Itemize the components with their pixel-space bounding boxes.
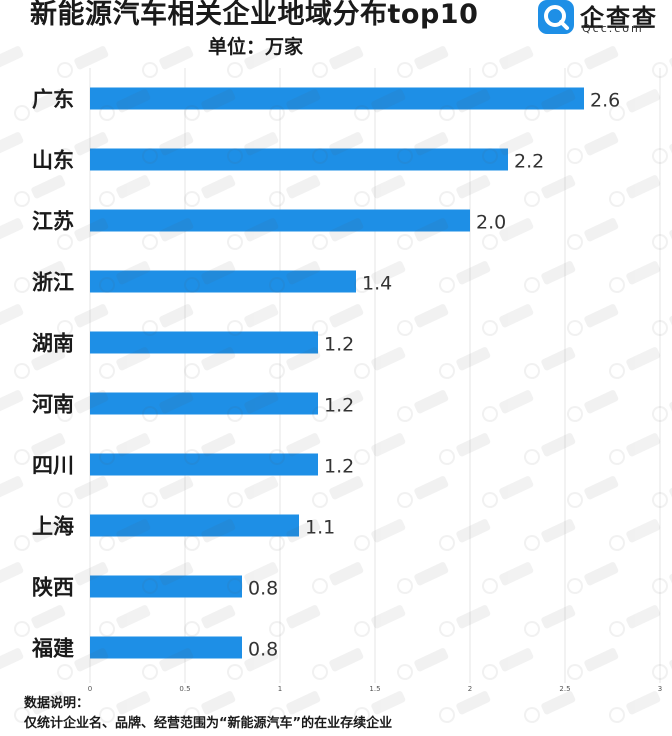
value-label: 2.6 xyxy=(590,90,620,112)
category-label: 四川 xyxy=(32,454,74,478)
bar xyxy=(90,209,470,232)
bar xyxy=(90,575,242,598)
brand-name: 企查查 xyxy=(580,4,658,32)
value-label: 1.4 xyxy=(362,273,392,295)
x-tick-label: 1.5 xyxy=(369,685,380,693)
category-label: 山东 xyxy=(32,149,74,173)
x-tick-label: 0.5 xyxy=(179,685,190,693)
category-label: 湖南 xyxy=(32,332,74,356)
bar xyxy=(90,453,318,476)
category-label: 河南 xyxy=(32,393,74,417)
bar xyxy=(90,270,356,293)
chart-subtitle: 单位：万家 xyxy=(208,36,304,58)
category-label: 福建 xyxy=(31,637,74,661)
data-note: 数据说明： 仅统计企业名、品牌、经营范围为“新能源汽车”的在业存续企业 xyxy=(24,694,392,734)
brand-domain: Qcc.com xyxy=(582,22,644,35)
value-label: 2.0 xyxy=(476,212,506,234)
value-label: 0.8 xyxy=(248,578,278,600)
value-label: 0.8 xyxy=(248,639,278,661)
value-label: 2.2 xyxy=(514,151,544,173)
x-tick-label: 0 xyxy=(88,685,92,693)
value-label: 1.2 xyxy=(324,395,354,417)
value-label: 1.2 xyxy=(324,456,354,478)
data-note-title: 数据说明： xyxy=(24,696,90,711)
x-tick-label: 2.5 xyxy=(559,685,570,693)
category-label: 陕西 xyxy=(32,576,74,600)
x-tick-label: 2 xyxy=(468,685,472,693)
bar xyxy=(90,636,242,659)
qcc-logo-icon xyxy=(538,0,574,34)
category-label: 江苏 xyxy=(32,210,74,234)
x-tick-label: 1 xyxy=(278,685,282,693)
x-tick-label: 3 xyxy=(658,685,662,693)
category-label: 上海 xyxy=(32,515,74,539)
labels: 0 0.5 1 1.5 2 2.5 3 广东 2.6 山东 2.2 江苏 2.0 浙江 1.4 湖南 1.2 河南… xyxy=(31,88,662,694)
value-label: 1.2 xyxy=(324,334,354,356)
bars xyxy=(90,87,584,659)
chart-title: 新能源汽车相关企业地域分布top10 xyxy=(30,0,479,30)
category-label: 浙江 xyxy=(32,271,74,295)
value-label: 1.1 xyxy=(305,517,335,539)
brand-logo: 企查查 Qcc.com xyxy=(538,0,672,38)
bar xyxy=(90,87,584,110)
bar xyxy=(90,392,318,415)
bar xyxy=(90,331,318,354)
bar xyxy=(90,514,299,537)
bar xyxy=(90,148,508,171)
category-label: 广东 xyxy=(32,88,74,112)
data-note-text: 仅统计企业名、品牌、经营范围为“新能源汽车”的在业存续企业 xyxy=(24,716,393,731)
